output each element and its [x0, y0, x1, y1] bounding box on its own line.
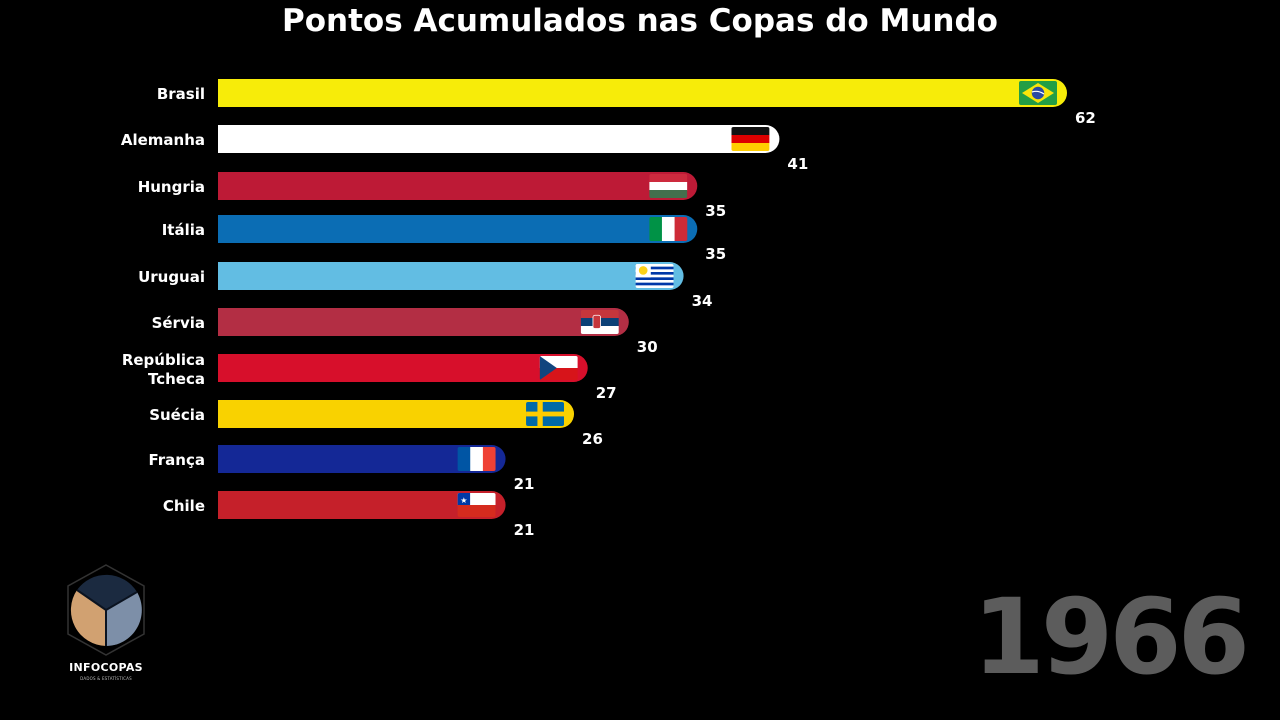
value-label: 62 [1075, 109, 1096, 127]
category-label: Itália [162, 221, 205, 239]
value-label: 34 [692, 292, 713, 310]
bar [218, 79, 1067, 107]
france-flag-icon [457, 447, 496, 471]
italy-flag-icon [649, 217, 688, 241]
bar [218, 172, 698, 200]
category-label: França [149, 451, 206, 469]
value-label: 30 [637, 338, 658, 356]
category-label: Alemanha [121, 131, 205, 149]
value-label: 21 [514, 475, 535, 493]
bar-chart: Brasil 62 Alemanha 41 Hungria 35 Itália 35 Urugu… [121, 79, 1096, 539]
year-counter: 1966 [972, 576, 1250, 698]
czech-flag-icon [539, 356, 578, 380]
category-label: Uruguai [138, 268, 205, 286]
chart-title: Pontos Acumulados nas Copas do Mundo [282, 3, 998, 39]
serbia-flag-icon [580, 310, 619, 334]
value-label: 27 [596, 384, 617, 402]
brazil-flag-icon [1019, 81, 1057, 105]
hungary-flag-icon [649, 174, 688, 198]
infocopas-logo [67, 564, 145, 656]
category-label: Suécia [149, 406, 205, 424]
bar [218, 445, 506, 473]
value-label: 41 [787, 155, 808, 173]
bar [218, 215, 698, 243]
bar [218, 491, 506, 519]
bar [218, 262, 684, 290]
value-label: 35 [705, 245, 726, 263]
category-label: Hungria [138, 178, 205, 196]
uruguay-flag-icon [635, 264, 674, 288]
bar [218, 125, 780, 153]
category-label: República Tcheca [122, 351, 205, 388]
svg-text:★: ★ [460, 496, 467, 505]
value-label: 21 [514, 521, 535, 539]
bar [218, 400, 575, 428]
category-label: Brasil [157, 85, 205, 103]
logo-tagline: DADOS & ESTATÍSTICAS [80, 676, 132, 681]
chile-flag-icon: ★ [457, 493, 496, 517]
bar [218, 308, 629, 337]
bar [218, 354, 588, 382]
value-label: 26 [582, 430, 603, 448]
category-label: Chile [163, 497, 205, 515]
logo-name: INFOCOPAS [69, 661, 143, 674]
sweden-flag-icon [526, 402, 565, 426]
germany-flag-icon [731, 127, 770, 151]
category-label: Sérvia [152, 314, 205, 332]
value-label: 35 [705, 202, 726, 220]
